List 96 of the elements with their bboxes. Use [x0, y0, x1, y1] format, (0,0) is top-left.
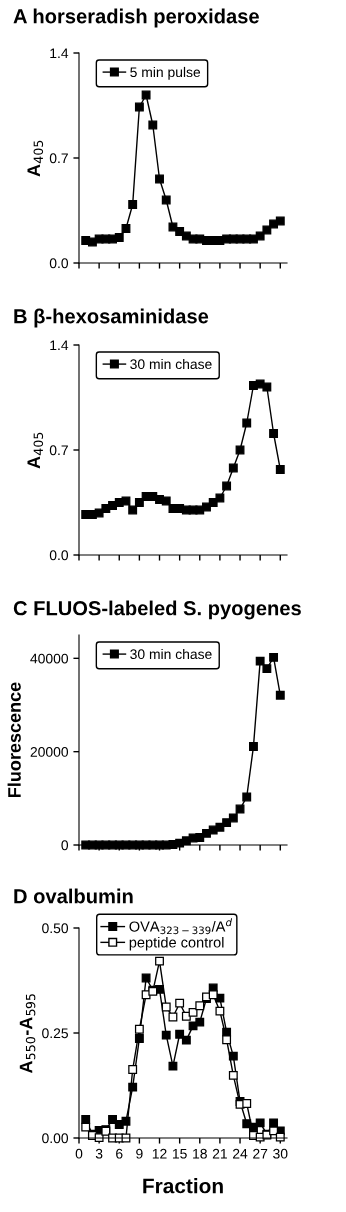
- point: [114, 1120, 124, 1130]
- chart-title: B β-hexosaminidase: [14, 308, 209, 328]
- point: [128, 505, 138, 515]
- point: [81, 1122, 91, 1132]
- point: [275, 465, 285, 474]
- point: [155, 174, 164, 184]
- point: [168, 1012, 178, 1022]
- y-axis-title: A$_{550}$-A$_{595}$: [19, 994, 36, 1074]
- point: [121, 224, 131, 233]
- point: [175, 998, 185, 1008]
- point: [181, 1035, 191, 1045]
- x-tick-label: 3: [95, 1148, 103, 1159]
- point: [81, 1115, 91, 1124]
- point: [134, 1024, 144, 1034]
- legend-label: peptide control: [129, 936, 224, 951]
- point: [108, 501, 117, 510]
- y-tick-label: 20000: [30, 747, 69, 757]
- y-tick-label: 0.25: [42, 1028, 68, 1039]
- point: [208, 990, 218, 1000]
- point: [275, 216, 285, 226]
- point: [242, 418, 252, 428]
- point: [202, 828, 211, 838]
- point: [161, 1030, 171, 1040]
- point: [175, 1029, 185, 1039]
- point: [262, 382, 272, 392]
- point: [188, 1007, 198, 1017]
- chart-title: A horseradish peroxidase: [13, 8, 259, 28]
- point: [195, 1001, 205, 1011]
- point: [242, 1099, 252, 1109]
- point: [255, 656, 265, 666]
- point: [161, 1002, 171, 1012]
- point: [215, 493, 225, 503]
- legend-label: 5 min pulse: [130, 66, 201, 80]
- x-tick-label: 6: [116, 1148, 123, 1159]
- y-tick-label: 1.4: [50, 48, 69, 59]
- y-tick-label: 0.7: [49, 153, 68, 164]
- point: [228, 813, 238, 823]
- point: [215, 1006, 225, 1016]
- point: [222, 818, 232, 828]
- x-tick-label: 18: [193, 1148, 207, 1159]
- x-tick-label: 27: [253, 1148, 268, 1159]
- chart-title: C FLUOS-labeled S. pyogenes: [13, 600, 301, 620]
- point: [108, 1115, 117, 1124]
- point: [141, 973, 151, 983]
- y-tick-label: 0: [61, 840, 69, 851]
- y-tick-label: 0.0: [49, 550, 69, 561]
- point: [235, 804, 245, 814]
- point: [175, 227, 185, 236]
- point: [269, 429, 279, 438]
- point: [222, 481, 232, 491]
- point: [168, 1061, 178, 1071]
- y-tick-label: 0.50: [42, 923, 69, 934]
- legend-label: OVA$_{323−339}$/A$^{d}$: [129, 918, 233, 935]
- point: [128, 1065, 138, 1074]
- x-axis-title: Fraction: [143, 1178, 223, 1194]
- x-tick-label: 9: [136, 1148, 143, 1159]
- point: [195, 1017, 205, 1027]
- point: [269, 1118, 279, 1128]
- point: [262, 664, 272, 674]
- point: [161, 195, 171, 205]
- x-tick-label: 12: [152, 1148, 167, 1159]
- y-tick-label: 0.7: [49, 445, 68, 456]
- chart-title: D ovalbumin: [14, 888, 133, 904]
- point: [148, 120, 158, 130]
- point: [134, 498, 144, 507]
- x-tick-label: 15: [172, 1148, 187, 1159]
- point: [155, 956, 164, 966]
- point: [228, 1070, 238, 1080]
- y-axis-title: Fluorescence: [7, 682, 21, 797]
- point: [255, 1118, 265, 1128]
- point: [269, 652, 279, 662]
- point: [128, 200, 138, 209]
- y-tick-label: 40000: [30, 653, 69, 664]
- legend-label: 30 min chase: [130, 648, 212, 660]
- point: [228, 1051, 238, 1061]
- point: [134, 102, 144, 112]
- point: [141, 90, 151, 100]
- point: [275, 690, 285, 700]
- y-axis-title: A$_{405}$: [27, 432, 44, 469]
- point: [228, 463, 238, 473]
- point: [222, 1035, 232, 1045]
- point: [114, 233, 124, 242]
- legend-label: 30 min chase: [130, 358, 212, 370]
- x-tick-label: 30: [273, 1148, 288, 1159]
- point: [181, 1011, 191, 1021]
- y-axis-title: A$_{405}$: [27, 140, 44, 177]
- point: [161, 496, 171, 506]
- y-tick-label: 1.4: [50, 340, 69, 351]
- x-tick-label: 21: [212, 1148, 227, 1159]
- point: [249, 742, 258, 751]
- point: [242, 792, 252, 802]
- x-tick-label: 24: [233, 1148, 248, 1159]
- y-tick-label: 0.00: [42, 1133, 69, 1144]
- x-tick-label: 0: [75, 1148, 83, 1159]
- point: [208, 498, 218, 507]
- y-tick-label: 0.0: [49, 258, 69, 269]
